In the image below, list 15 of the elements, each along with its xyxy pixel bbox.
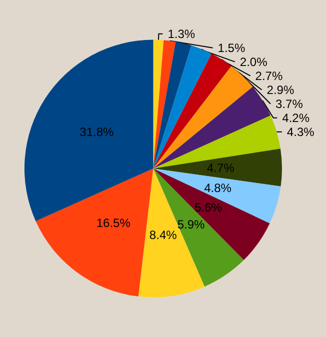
data-label: 2.0% [240,54,268,69]
data-label: 31.8% [80,124,114,139]
data-label: 3.7% [276,96,304,111]
data-label: 2.7% [255,68,283,83]
data-label: 4.8% [204,180,232,195]
data-label: 1.5% [218,40,246,55]
data-label: 5.9% [177,217,205,232]
data-label: 8.4% [149,228,178,242]
data-label: 4.7% [206,160,235,175]
data-label: 16.5% [96,216,131,230]
data-label: 5.6% [194,200,222,214]
data-label: 4.3% [286,124,315,139]
data-label: 1.3% [168,26,196,41]
data-label: 2.9% [266,82,294,97]
data-label: 4.2% [282,110,310,125]
